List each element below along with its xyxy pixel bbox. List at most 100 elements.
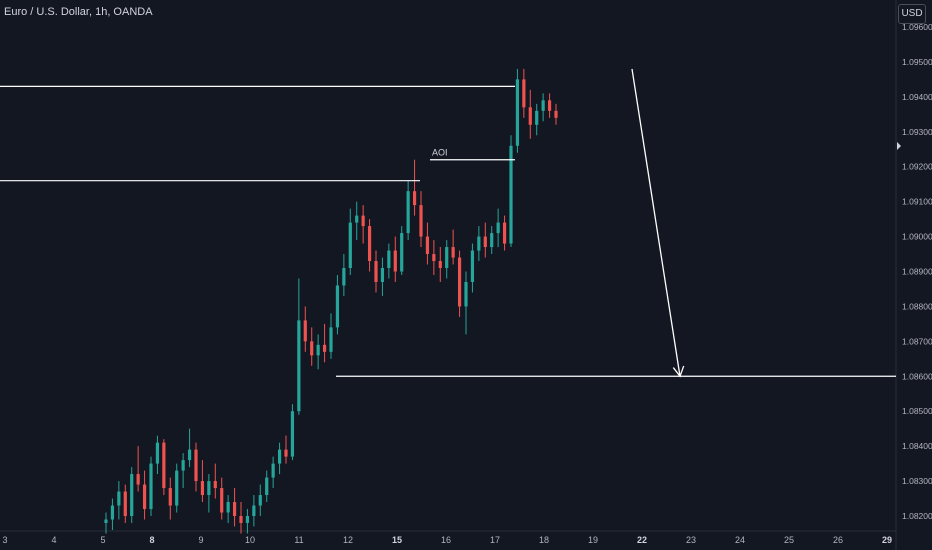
candle-body xyxy=(277,449,282,464)
candle-body xyxy=(464,281,468,307)
candle-body xyxy=(200,481,205,496)
candle-body xyxy=(104,519,108,523)
axis-marker-icon xyxy=(897,142,901,150)
candle-body xyxy=(335,285,340,328)
x-tick-label: 5 xyxy=(100,535,105,545)
candle-body xyxy=(380,268,385,282)
candle-body xyxy=(290,411,295,457)
candle-body xyxy=(445,247,449,269)
candle-body xyxy=(245,516,250,523)
x-tick-label: 9 xyxy=(198,535,203,545)
candle-body xyxy=(310,341,314,356)
candle-body xyxy=(232,502,237,516)
x-tick-label: 18 xyxy=(539,535,549,545)
y-tick-label: 1.08400 xyxy=(902,441,932,451)
x-tick-label: 25 xyxy=(784,535,794,545)
y-tick-label: 1.09200 xyxy=(902,162,932,172)
candle-body xyxy=(470,250,475,282)
currency-button[interactable]: USD xyxy=(898,4,926,24)
projection-arrow-head xyxy=(672,365,685,378)
candle-body xyxy=(541,100,545,111)
candle-body xyxy=(393,250,397,272)
candle-body xyxy=(155,442,160,464)
x-tick-label: 12 xyxy=(343,535,353,545)
candle-body xyxy=(136,474,140,485)
candle-body xyxy=(168,488,172,506)
candle-body xyxy=(187,449,192,461)
candle-body xyxy=(432,254,436,262)
candle-body xyxy=(522,79,526,108)
candle-body xyxy=(554,110,558,118)
candle-body xyxy=(239,516,243,523)
y-tick-label: 1.08800 xyxy=(902,301,932,311)
candle-body xyxy=(348,222,352,269)
candle-body xyxy=(142,484,147,510)
candle-body xyxy=(477,236,481,251)
candle-body xyxy=(535,110,539,125)
candle-body xyxy=(110,505,115,520)
candle-body xyxy=(412,191,417,206)
y-tick-label: 1.08600 xyxy=(902,371,932,381)
candle-body xyxy=(502,222,507,244)
candle-body xyxy=(496,222,500,234)
y-tick-label: 1.08500 xyxy=(902,406,932,416)
y-tick-label: 1.09500 xyxy=(902,57,932,67)
candle-body xyxy=(162,442,166,489)
candle-body xyxy=(322,344,327,352)
candle-body xyxy=(149,463,153,510)
candle-body xyxy=(226,502,230,513)
candle-body xyxy=(271,463,275,478)
y-tick-label: 1.08300 xyxy=(902,476,932,486)
x-tick-label: 4 xyxy=(51,535,56,545)
y-tick-label: 1.09000 xyxy=(902,232,932,242)
x-tick-label: 26 xyxy=(833,535,843,545)
candle-body xyxy=(220,488,224,513)
x-tick-label: 3 xyxy=(2,535,7,545)
candle-body xyxy=(207,481,211,496)
aoi-label: AOI xyxy=(432,148,448,158)
y-tick-label: 1.08200 xyxy=(902,511,932,521)
symbol-title: Euro / U.S. Dollar, 1h, OANDA xyxy=(4,6,153,18)
candle-body xyxy=(342,268,346,286)
candle-body xyxy=(438,261,442,269)
x-tick-label: 16 xyxy=(441,535,451,545)
candle-body xyxy=(387,250,391,269)
candle-body xyxy=(483,236,487,248)
candle-body xyxy=(181,460,185,471)
candle-body xyxy=(361,215,365,227)
y-tick-label: 1.09300 xyxy=(902,127,932,137)
candle-body xyxy=(528,107,532,125)
x-tick-label: 8 xyxy=(149,535,154,545)
candle-body xyxy=(419,205,423,237)
x-tick-label: 17 xyxy=(490,535,500,545)
candle-body xyxy=(425,236,430,255)
candle-body xyxy=(265,477,269,496)
candle-body xyxy=(547,100,552,111)
candle-body xyxy=(258,495,262,506)
candle-body xyxy=(213,481,217,489)
candle-body xyxy=(303,320,307,342)
x-tick-label: 29 xyxy=(882,535,892,545)
candle-body xyxy=(316,344,320,356)
y-tick-label: 1.08700 xyxy=(902,336,932,346)
candle-body xyxy=(329,327,333,352)
candle-body xyxy=(297,320,301,412)
x-tick-label: 22 xyxy=(637,535,647,545)
x-tick-label: 23 xyxy=(686,535,696,545)
projection-arrow-line xyxy=(631,68,681,377)
candle-body xyxy=(367,226,372,262)
candle-body xyxy=(252,505,256,516)
candle-body xyxy=(374,261,378,282)
y-tick-label: 1.08900 xyxy=(902,267,932,277)
candle-body xyxy=(123,491,127,516)
candle-body xyxy=(509,145,513,244)
x-tick-label: 10 xyxy=(245,535,255,545)
candle-body xyxy=(130,474,134,516)
candle-body xyxy=(490,233,494,248)
x-tick-label: 11 xyxy=(294,535,303,545)
candle-body xyxy=(117,491,121,506)
candle-body xyxy=(451,247,455,258)
y-tick-label: 1.09400 xyxy=(902,92,932,102)
x-tick-label: 19 xyxy=(588,535,598,545)
